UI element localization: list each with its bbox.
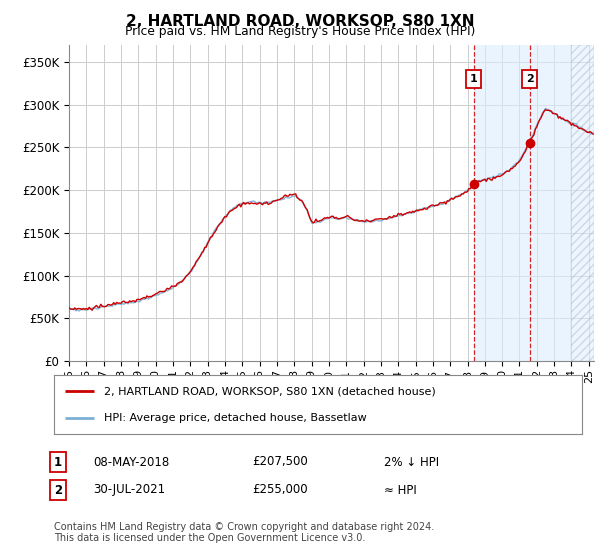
Text: Price paid vs. HM Land Registry's House Price Index (HPI): Price paid vs. HM Land Registry's House …	[125, 25, 475, 38]
Text: 30-JUL-2021: 30-JUL-2021	[93, 483, 165, 497]
Bar	[571, 45, 594, 361]
Text: ≈ HPI: ≈ HPI	[384, 483, 417, 497]
Text: This data is licensed under the Open Government Licence v3.0.: This data is licensed under the Open Gov…	[54, 533, 365, 543]
Text: HPI: Average price, detached house, Bassetlaw: HPI: Average price, detached house, Bass…	[104, 413, 367, 423]
Text: 2, HARTLAND ROAD, WORKSOP, S80 1XN (detached house): 2, HARTLAND ROAD, WORKSOP, S80 1XN (deta…	[104, 386, 436, 396]
Bar	[474, 45, 571, 361]
Text: 08-MAY-2018: 08-MAY-2018	[93, 455, 169, 469]
Text: 1: 1	[54, 455, 62, 469]
Text: £255,000: £255,000	[252, 483, 308, 497]
Text: 2: 2	[54, 483, 62, 497]
Text: 2% ↓ HPI: 2% ↓ HPI	[384, 455, 439, 469]
Text: 1: 1	[470, 74, 478, 84]
Text: £207,500: £207,500	[252, 455, 308, 469]
Text: 2: 2	[526, 74, 533, 84]
Text: Contains HM Land Registry data © Crown copyright and database right 2024.: Contains HM Land Registry data © Crown c…	[54, 522, 434, 532]
Text: 2, HARTLAND ROAD, WORKSOP, S80 1XN: 2, HARTLAND ROAD, WORKSOP, S80 1XN	[126, 14, 474, 29]
